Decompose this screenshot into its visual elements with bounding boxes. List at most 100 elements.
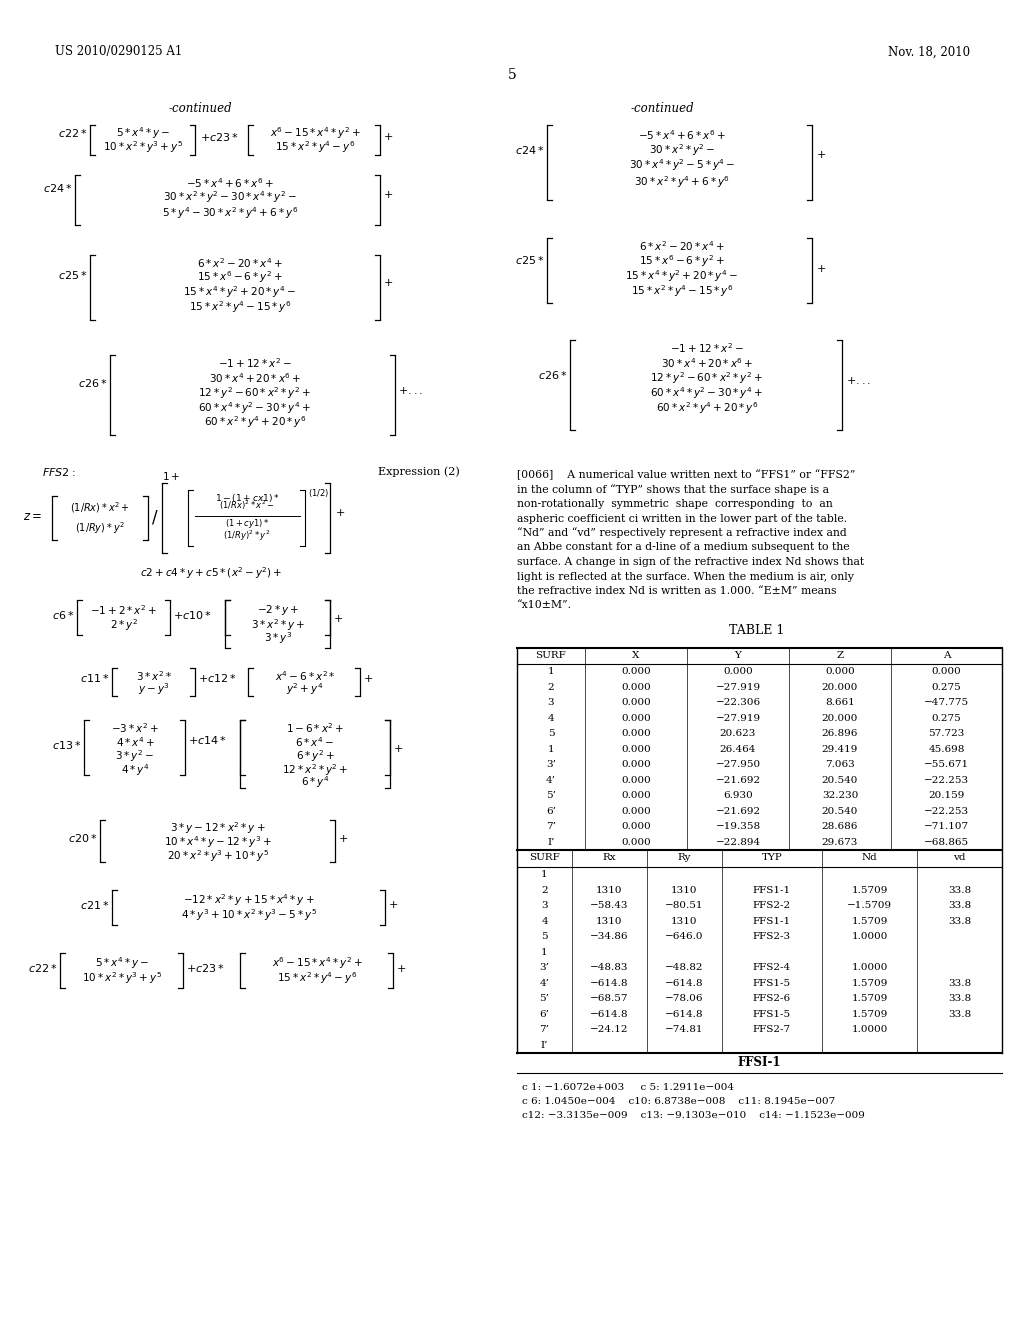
Text: in the column of “TYP” shows that the surface shape is a: in the column of “TYP” shows that the su… [517, 484, 829, 495]
Text: $x^4-6*x^2*$: $x^4-6*x^2*$ [274, 669, 336, 682]
Text: −58.43: −58.43 [590, 902, 629, 911]
Text: 5: 5 [542, 932, 548, 941]
Text: 33.8: 33.8 [948, 886, 971, 895]
Text: 5: 5 [548, 729, 554, 738]
Text: 1.5709: 1.5709 [851, 917, 888, 925]
Text: −78.06: −78.06 [666, 994, 703, 1003]
Text: 3’: 3’ [546, 760, 556, 770]
Text: $15*x^2*y^4-15*y^6$: $15*x^2*y^4-15*y^6$ [631, 282, 733, 298]
Text: Ry: Ry [678, 854, 691, 862]
Text: $c25*$: $c25*$ [58, 269, 88, 281]
Text: TABLE 1: TABLE 1 [729, 623, 784, 636]
Text: $20*x^2*y^3+10*y^5$: $20*x^2*y^3+10*y^5$ [167, 849, 269, 863]
Text: $30*x^2*y^4+6*y^6$: $30*x^2*y^4+6*y^6$ [634, 174, 730, 190]
Text: 6.930: 6.930 [723, 791, 753, 800]
Text: FFS2-4: FFS2-4 [753, 964, 792, 973]
Text: 0.000: 0.000 [825, 667, 855, 676]
Text: $1-6*x^2+$: $1-6*x^2+$ [286, 721, 344, 735]
Text: 4’: 4’ [546, 776, 556, 785]
Text: X: X [632, 652, 640, 660]
Text: $3*x^2*y+$: $3*x^2*y+$ [251, 618, 305, 632]
Text: $+$: $+$ [338, 833, 348, 843]
Text: 1.5709: 1.5709 [851, 1010, 888, 1019]
Text: 3’: 3’ [540, 964, 550, 973]
Text: $30*x^2*y^2-30*x^4*y^2-$: $30*x^2*y^2-30*x^4*y^2-$ [163, 189, 297, 205]
Text: $6*x^2-20*x^4+$: $6*x^2-20*x^4+$ [198, 256, 283, 269]
Text: $+$: $+$ [362, 672, 373, 684]
Text: $c25*$: $c25*$ [515, 253, 545, 267]
Text: FFSI-1: FFSI-1 [737, 1056, 781, 1069]
Text: 33.8: 33.8 [948, 917, 971, 925]
Text: 32.230: 32.230 [822, 791, 858, 800]
Text: $c26*$: $c26*$ [78, 378, 108, 389]
Text: Y: Y [734, 652, 741, 660]
Text: $15*x^2*y^4-y^6$: $15*x^2*y^4-y^6$ [274, 139, 355, 154]
Text: 33.8: 33.8 [948, 978, 971, 987]
Text: $-12*x^2*y+15*x^4*y+$: $-12*x^2*y+15*x^4*y+$ [183, 892, 314, 908]
Text: $(1/Ry)^2*y^2$: $(1/Ry)^2*y^2$ [223, 529, 270, 544]
Text: $6*x^4-$: $6*x^4-$ [296, 735, 335, 748]
Text: $-5*x^4+6*x^6+$: $-5*x^4+6*x^6+$ [186, 176, 273, 190]
Text: 20.540: 20.540 [822, 776, 858, 785]
Text: 4: 4 [542, 917, 548, 925]
Text: 2: 2 [542, 886, 548, 895]
Text: 7’: 7’ [540, 1026, 550, 1035]
Text: $c13*$: $c13*$ [52, 739, 82, 751]
Text: $+...$: $+...$ [398, 384, 423, 396]
Text: c12: −3.3135e−009    c13: −9.1303e−010    c14: −1.1523e−009: c12: −3.3135e−009 c13: −9.1303e−010 c14:… [522, 1110, 865, 1119]
Text: 7’: 7’ [546, 822, 556, 832]
Text: 4’: 4’ [540, 978, 550, 987]
Text: $c22*$: $c22*$ [29, 962, 58, 974]
Text: 26.896: 26.896 [822, 729, 858, 738]
Text: $c21*$: $c21*$ [80, 899, 110, 911]
Text: $30*x^4*y^2-5*y^4-$: $30*x^4*y^2-5*y^4-$ [629, 157, 735, 173]
Text: vd: vd [953, 854, 966, 862]
Text: $30*x^2*y^2-$: $30*x^2*y^2-$ [649, 143, 715, 158]
Text: 1.0000: 1.0000 [851, 964, 888, 973]
Text: $60*x^4*y^2-30*y^4+$: $60*x^4*y^2-30*y^4+$ [650, 385, 764, 401]
Text: 1: 1 [542, 948, 548, 957]
Text: 0.000: 0.000 [622, 838, 651, 846]
Text: $+c14*$: $+c14*$ [188, 734, 227, 746]
Text: −71.107: −71.107 [924, 822, 969, 832]
Text: $+$: $+$ [333, 612, 343, 623]
Text: $12*x^2*y^2+$: $12*x^2*y^2+$ [282, 762, 348, 777]
Text: $4*x^4+$: $4*x^4+$ [116, 735, 155, 748]
Text: $-1+2*x^2+$: $-1+2*x^2+$ [90, 603, 158, 616]
Text: −22.253: −22.253 [924, 776, 969, 785]
Text: −646.0: −646.0 [666, 932, 703, 941]
Text: $x^6-15*x^4*y^2+$: $x^6-15*x^4*y^2+$ [269, 125, 360, 141]
Text: 0.000: 0.000 [622, 698, 651, 708]
Text: −22.306: −22.306 [716, 698, 761, 708]
Text: $6*y^2+$: $6*y^2+$ [296, 748, 335, 764]
Text: $+$: $+$ [383, 132, 393, 143]
Text: 0.000: 0.000 [622, 729, 651, 738]
Text: c 1: −1.6072e+003     c 5: 1.2911e−004: c 1: −1.6072e+003 c 5: 1.2911e−004 [522, 1082, 734, 1092]
Text: −614.8: −614.8 [666, 978, 703, 987]
Text: −19.358: −19.358 [716, 822, 761, 832]
Text: FFS1-1: FFS1-1 [753, 917, 792, 925]
Text: $60*x^2*y^4+20*y^6$: $60*x^2*y^4+20*y^6$ [204, 414, 306, 430]
Text: Nd: Nd [861, 854, 878, 862]
Text: an Abbe constant for a d-line of a medium subsequent to the: an Abbe constant for a d-line of a mediu… [517, 543, 850, 553]
Text: $6*x^2-20*x^4+$: $6*x^2-20*x^4+$ [639, 239, 725, 253]
Text: $-1+12*x^2-$: $-1+12*x^2-$ [218, 356, 292, 370]
Text: SURF: SURF [536, 652, 566, 660]
Text: Rx: Rx [603, 854, 616, 862]
Text: 20.623: 20.623 [720, 729, 756, 738]
Text: 2: 2 [548, 682, 554, 692]
Text: $3*y^2-$: $3*y^2-$ [116, 748, 155, 764]
Text: 1.5709: 1.5709 [851, 978, 888, 987]
Text: $y^2+y^4$: $y^2+y^4$ [287, 681, 324, 697]
Text: −21.692: −21.692 [716, 807, 761, 816]
Text: $+$: $+$ [816, 263, 826, 273]
Text: $3*x^2*$: $3*x^2*$ [136, 669, 172, 682]
Text: $60*x^2*y^4+20*y^6$: $60*x^2*y^4+20*y^6$ [655, 400, 759, 416]
Text: $30*x^4+20*x^6+$: $30*x^4+20*x^6+$ [660, 356, 753, 370]
Text: −22.253: −22.253 [924, 807, 969, 816]
Text: −22.894: −22.894 [716, 838, 761, 846]
Text: $+$: $+$ [393, 742, 403, 754]
Text: $+c12*$: $+c12*$ [198, 672, 237, 684]
Text: $+c23*$: $+c23*$ [186, 962, 225, 974]
Text: 5’: 5’ [540, 994, 550, 1003]
